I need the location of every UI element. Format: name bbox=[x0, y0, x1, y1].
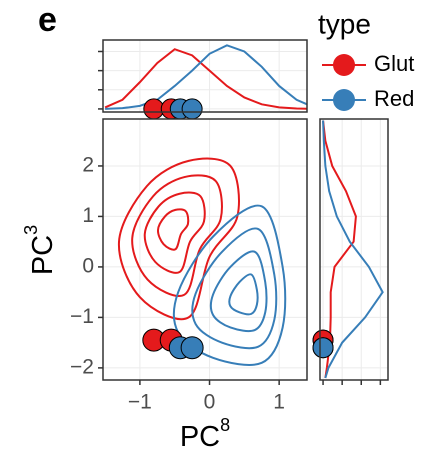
contour-line bbox=[143, 191, 206, 274]
legend-label: Red bbox=[374, 86, 414, 111]
legend-label: Glut bbox=[374, 51, 414, 76]
y-axis-title-sup: 3 bbox=[21, 225, 41, 235]
top-density bbox=[104, 48, 308, 110]
contour-line bbox=[157, 208, 190, 251]
x-axis-title-text: PC bbox=[180, 421, 220, 453]
legend-marker bbox=[333, 89, 355, 111]
contour-line bbox=[209, 250, 268, 333]
top-density bbox=[105, 44, 308, 110]
y-axis-title: PC3 bbox=[21, 225, 59, 275]
x-tick-label: 1 bbox=[273, 391, 285, 414]
x-axis-title-sup: 8 bbox=[220, 415, 230, 435]
y-tick-label: 1 bbox=[82, 204, 94, 227]
legend-marker bbox=[333, 54, 355, 76]
right-rug-point bbox=[312, 337, 334, 359]
y-tick-label: −2 bbox=[70, 355, 94, 378]
contour-line bbox=[228, 273, 259, 316]
point bbox=[180, 336, 204, 360]
panel-border bbox=[102, 39, 308, 113]
contour-line bbox=[131, 174, 223, 297]
x-axis-title: PC8 bbox=[180, 415, 230, 453]
y-tick-label: 0 bbox=[82, 254, 94, 277]
y-axis-title-text: PC bbox=[27, 235, 59, 275]
contour-line bbox=[191, 227, 278, 350]
x-tick-label: −1 bbox=[128, 391, 152, 414]
panel-border bbox=[319, 118, 389, 381]
right-density bbox=[322, 120, 384, 379]
panel-label: e bbox=[38, 1, 57, 39]
x-tick-label: 0 bbox=[204, 391, 216, 414]
top-rug-point bbox=[181, 98, 203, 120]
contour-line bbox=[118, 157, 240, 320]
y-tick-label: 2 bbox=[82, 153, 94, 176]
panel-border bbox=[102, 118, 308, 381]
legend-title: type bbox=[318, 8, 371, 39]
y-tick-label: −1 bbox=[70, 305, 94, 328]
